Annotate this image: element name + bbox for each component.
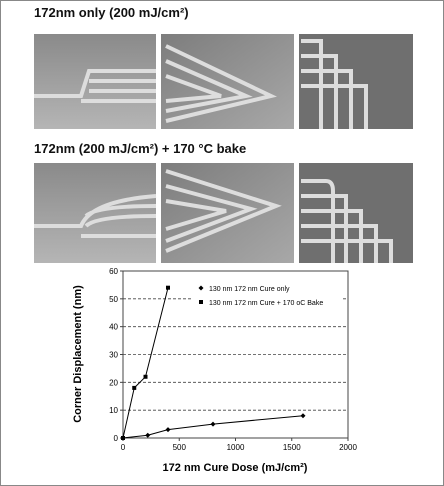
x-tick-label: 2000 [339, 443, 357, 452]
y-tick-label: 40 [109, 323, 118, 332]
panel-label: 172nm only (200 mJ/cm²) [34, 5, 189, 20]
y-tick-label: 10 [109, 406, 118, 415]
y-tick-label: 20 [109, 378, 118, 387]
legend-box [193, 281, 341, 294]
marker [145, 432, 151, 438]
marker [210, 421, 216, 427]
legend-label: 130 nm 172 nm Cure + 170 oC Bake [209, 300, 323, 307]
marker [143, 374, 148, 379]
series-line [122, 287, 169, 439]
x-tick-label: 0 [121, 443, 126, 452]
series-line [122, 415, 304, 439]
y-axis-label: Corner Displacement (nm) [72, 285, 84, 423]
x-tick-label: 1500 [283, 443, 301, 452]
legend-marker [199, 300, 203, 304]
x-tick-label: 500 [173, 443, 187, 452]
marker [300, 413, 306, 419]
legend-marker [198, 285, 204, 291]
chart: Corner Displacement (nm) 172 nm Cure Dos… [72, 267, 357, 474]
marker [132, 385, 137, 390]
x-tick-label: 1000 [227, 443, 245, 452]
panel-label: 172nm (200 mJ/cm²) + 170 °C bake [34, 141, 247, 156]
marker [165, 427, 171, 433]
sem-images [34, 34, 413, 263]
y-tick-label: 60 [109, 267, 118, 276]
marker [121, 436, 125, 440]
x-axis-label: 172 nm Cure Dose (mJ/cm²) [163, 462, 308, 474]
legend-box [193, 295, 341, 308]
y-tick-label: 30 [109, 351, 118, 360]
marker [166, 285, 170, 290]
y-tick-label: 50 [109, 295, 118, 304]
y-tick-label: 0 [114, 434, 119, 443]
legend-label: 130 nm 172 nm Cure only [209, 286, 290, 293]
